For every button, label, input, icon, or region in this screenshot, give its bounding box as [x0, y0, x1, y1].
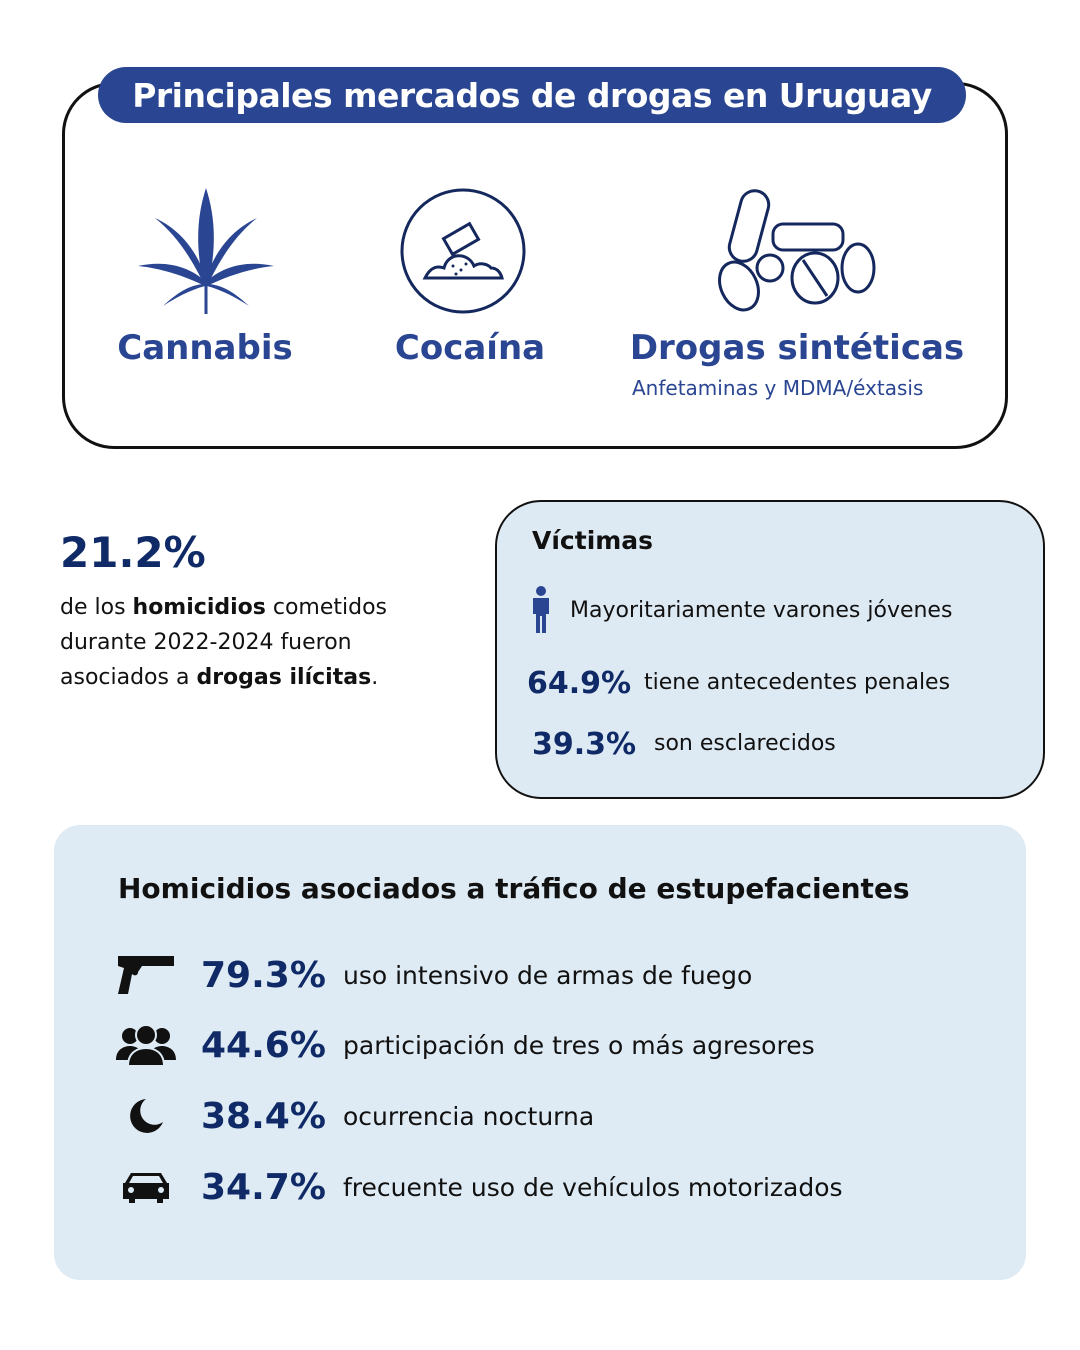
stat-value: 34.7% — [201, 1166, 326, 1208]
trafficking-row: 34.7% frecuente uso de vehículos motoriz… — [115, 1162, 843, 1212]
victims-stat-value: 39.3% — [532, 727, 637, 762]
victims-profile: Mayoritariamente varones jóvenes — [570, 598, 953, 623]
trafficking-panel — [54, 825, 1026, 1280]
person-icon — [533, 586, 549, 633]
market-label-cocaine: Cocaína — [394, 328, 546, 368]
gun-icon — [115, 953, 177, 997]
cannabis-leaf-icon — [138, 188, 274, 314]
homicides-description: de los homicidios cometidos durante 2022… — [60, 590, 420, 695]
pills-icon — [718, 189, 876, 312]
victims-panel — [495, 500, 1045, 799]
cocaine-powder-icon — [400, 188, 526, 314]
trafficking-row: 38.4% ocurrencia nocturna — [115, 1091, 594, 1141]
markets-title: Principales mercados de drogas en Urugua… — [98, 67, 966, 123]
trafficking-row: 79.3% uso intensivo de armas de fuego — [115, 950, 752, 1000]
desc-text: . — [371, 665, 379, 690]
stat-value: 79.3% — [201, 954, 326, 996]
desc-bold: drogas ilícitas — [196, 665, 372, 690]
market-label-synthetic: Drogas sintéticas — [629, 328, 965, 368]
victims-stat-text: son esclarecidos — [654, 731, 836, 756]
stat-text: frecuente uso de vehículos motorizados — [343, 1172, 843, 1202]
car-icon — [115, 1165, 177, 1209]
desc-text: cometidos durante 2022-2024 fueron asoci… — [60, 595, 387, 690]
moon-icon — [115, 1094, 177, 1138]
stat-text: participación de tres o más agresores — [343, 1030, 815, 1060]
stat-value: 38.4% — [201, 1095, 326, 1137]
desc-text: de los — [60, 595, 133, 620]
victims-stat-text: tiene antecedentes penales — [644, 670, 951, 695]
trafficking-title: Homicidios asociados a tráfico de estupe… — [118, 872, 910, 905]
market-sublabel-synthetic: Anfetaminas y MDMA/éxtasis — [632, 376, 924, 400]
desc-bold: homicidios — [132, 595, 266, 620]
market-label-cannabis: Cannabis — [117, 328, 293, 368]
homicides-percentage: 21.2% — [60, 528, 206, 577]
trafficking-row: 44.6% participación de tres o más agreso… — [115, 1020, 815, 1070]
stat-value: 44.6% — [201, 1024, 326, 1066]
stat-text: uso intensivo de armas de fuego — [343, 960, 753, 990]
stat-text: ocurrencia nocturna — [343, 1101, 595, 1131]
victims-stat-value: 64.9% — [527, 666, 632, 701]
group-icon — [115, 1023, 177, 1067]
victims-title: Víctimas — [532, 526, 654, 555]
